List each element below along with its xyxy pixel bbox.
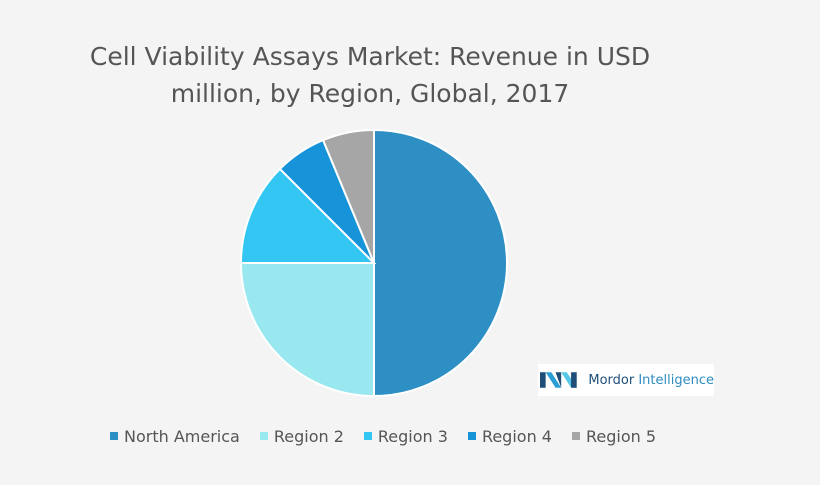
chart-legend: North America Region 2 Region 3 Region 4 Reg… — [110, 424, 676, 448]
chart-title-line-1: Cell Viability Assays Market: Revenue in… — [89, 42, 651, 71]
legend-item-region-5: Region 5 — [571, 426, 657, 446]
legend-swatch — [467, 432, 476, 440]
logo-text: Mordor Intelligence — [588, 373, 714, 388]
logo-brand-light: Intelligence — [634, 372, 714, 388]
legend-label: Region 4 — [481, 426, 552, 446]
legend-label: Region 3 — [377, 426, 448, 446]
legend-label: North America — [124, 426, 240, 446]
mordor-intelligence-logo: Mordor Intelligence — [538, 364, 714, 396]
logo-brand-bold: Mordor — [588, 372, 635, 388]
legend-item-region-4: Region 4 — [467, 426, 552, 446]
legend-item-north-america: North America — [110, 427, 240, 446]
chart-title: Cell Viability Assays Market: Revenue in… — [80, 38, 660, 112]
legend-item-region-3: Region 3 — [363, 426, 448, 446]
pie-slice-region-2 — [239, 262, 375, 398]
legend-swatch — [110, 432, 118, 440]
chart-title-line-2: million, by Region, Global, 2017 — [170, 79, 570, 108]
pie-slice-region-5 — [321, 128, 375, 264]
legend-swatch — [259, 432, 268, 440]
legend-swatch — [571, 432, 580, 440]
legend-label: Region 2 — [273, 426, 344, 446]
legend-label: Region 5 — [585, 426, 657, 446]
pie-slice-north-america — [373, 128, 508, 398]
mordor-logo-icon — [540, 372, 577, 388]
legend-swatch — [363, 432, 372, 440]
legend-item-region-2: Region 2 — [259, 426, 344, 446]
pie-slice-region-3 — [239, 167, 377, 264]
